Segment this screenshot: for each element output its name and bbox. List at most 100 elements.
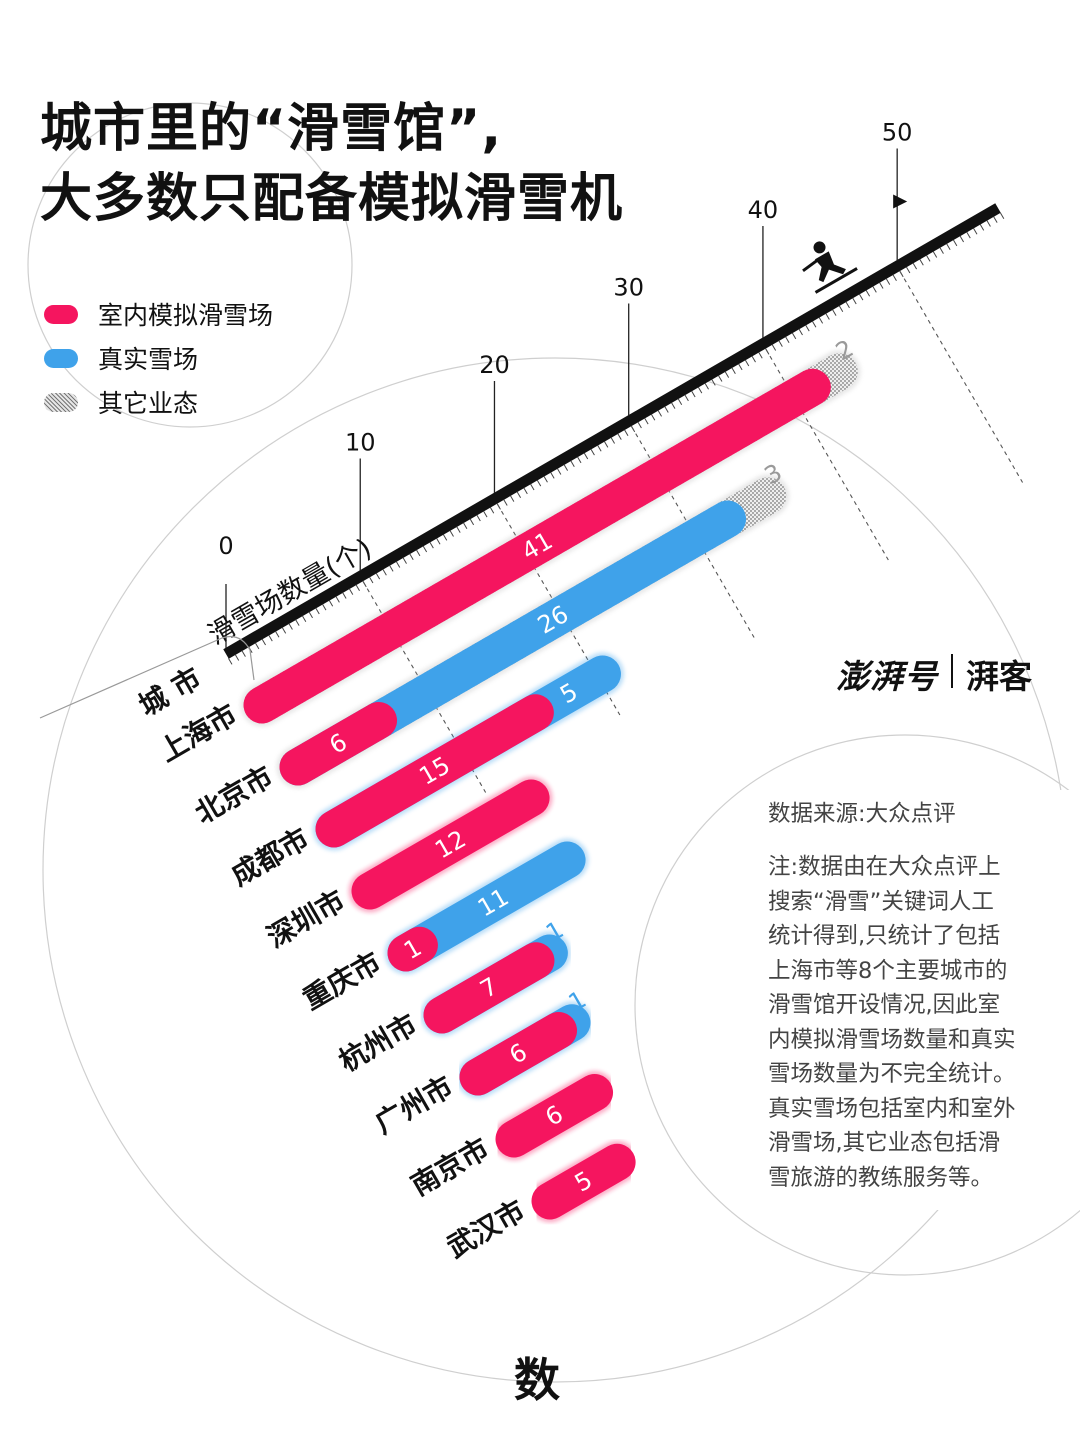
category-label: 武汉市: [441, 1194, 530, 1265]
axis-minor-tick: [744, 359, 750, 367]
brand-logo: 澎湃号: [836, 657, 938, 696]
category-label: 重庆市: [297, 946, 386, 1017]
axis-minor-tick: [556, 468, 562, 475]
axis-gridline: [899, 271, 1024, 483]
axis-minor-tick: [382, 568, 387, 576]
legend-item-real: 真实雪场: [44, 340, 198, 376]
axis-minor-tick: [536, 479, 542, 487]
axis-minor-tick: [778, 340, 783, 347]
bg-circle-notes: [634, 734, 1080, 1276]
axis-minor-tick: [758, 351, 763, 359]
axis-minor-tick: [436, 537, 441, 545]
bar-row-5: [384, 838, 589, 975]
axis-minor-tick: [704, 382, 709, 390]
value-axis-line: [223, 203, 1001, 659]
category-label: 深圳市: [261, 884, 350, 955]
axis-minor-tick: [328, 599, 334, 607]
axis-minor-tick: [261, 638, 266, 646]
axis-minor-tick: [516, 491, 522, 499]
axis-minor-tick: [691, 390, 696, 398]
axis-minor-tick: [476, 514, 481, 522]
axis-minor-tick: [926, 255, 931, 262]
category-axis-title: 城 市: [133, 661, 206, 722]
axis-minor-tick: [301, 615, 307, 623]
axis-minor-tick: [322, 603, 327, 611]
axis-minor-tick: [509, 495, 515, 502]
legend-label-real: 真实雪场: [98, 345, 199, 374]
axis-minor-tick: [228, 658, 233, 665]
axis-minor-tick: [845, 301, 850, 309]
axis-minor-tick: [590, 448, 595, 456]
axis-minor-tick: [711, 379, 716, 386]
bar-segment-室内模拟滑雪场: [387, 926, 438, 972]
axis-minor-tick: [503, 499, 508, 506]
axis-minor-tick: [355, 584, 360, 592]
note-line: 搜索“滑雪”关键词人工: [768, 888, 994, 915]
category-header-box: [39, 635, 255, 719]
note-line: 滑雪场,其它业态包括滑: [768, 1130, 1001, 1156]
bar-segment-室内模拟滑雪场: [459, 1012, 578, 1096]
axis-minor-tick: [885, 278, 891, 285]
axis-minor-tick: [483, 510, 488, 518]
axis-minor-tick: [892, 274, 897, 282]
axis-minor-tick: [959, 235, 965, 243]
axis-minor-tick: [409, 553, 414, 561]
note-line: 上海市等8个主要城市的: [768, 957, 1008, 984]
category-label: 广州市: [369, 1070, 458, 1141]
axis-minor-tick: [912, 262, 918, 270]
bar-segment-室内模拟滑雪场: [243, 368, 831, 724]
axis-minor-tick: [308, 611, 313, 619]
note-line: 内模拟滑雪场数量和真实: [768, 1026, 1016, 1053]
note-line: 注:数据由在大众点评上: [768, 854, 1001, 880]
axis-minor-tick: [469, 518, 475, 526]
data-source: 数据来源:大众点评: [768, 801, 956, 827]
legend-swatch-real: [44, 348, 78, 368]
bar-segment-室内模拟滑雪场: [351, 779, 550, 910]
axis-minor-tick: [939, 247, 944, 254]
legend-label-indoor: 室内模拟滑雪场: [98, 301, 274, 330]
bar-segment-室内模拟滑雪场: [279, 702, 398, 786]
category-label: 成都市: [225, 822, 314, 893]
footer-logo: 数: [514, 1353, 560, 1407]
bar-row-4: [348, 776, 553, 913]
axis-minor-tick: [530, 483, 535, 491]
axis-minor-tick: [946, 243, 951, 251]
axis-minor-tick: [550, 472, 555, 479]
axis-minor-tick: [811, 320, 817, 328]
axis-minor-tick: [993, 216, 998, 223]
axis-minor-tick: [570, 460, 575, 468]
axis-minor-tick: [697, 386, 703, 394]
axis-minor-tick: [966, 231, 971, 239]
axis-minor-tick: [462, 522, 468, 530]
category-label: 北京市: [189, 760, 278, 831]
notes-text: 注:数据由在大众点评上 搜索“滑雪”关键词人工 统计得到,只统计了包括 上海市等…: [768, 850, 1043, 1195]
axis-minor-tick: [583, 452, 589, 460]
bar-row-8: [492, 1071, 617, 1161]
axis-minor-tick: [724, 371, 730, 378]
axis-minor-tick: [268, 634, 273, 642]
bar-row-2: [276, 474, 790, 789]
axis-minor-tick: [952, 239, 958, 247]
axis-minor-tick: [932, 251, 938, 258]
bar-row-7: [456, 1001, 594, 1099]
axis-minor-tick: [664, 406, 669, 413]
axis-minor-tick: [858, 293, 864, 301]
axis-minor-tick: [677, 398, 683, 406]
axis-minor-tick: [275, 630, 280, 638]
axis-minor-tick: [838, 305, 844, 313]
axis-minor-tick: [563, 464, 569, 471]
axis-tick-label: 40: [748, 196, 779, 224]
axis-minor-tick: [999, 212, 1005, 220]
bar-segment-室内模拟滑雪场: [495, 1074, 614, 1158]
skier-icon: [802, 241, 858, 294]
legend-item-other: 其它业态: [44, 384, 198, 420]
axis-minor-tick: [919, 258, 924, 266]
axis-minor-tick: [523, 487, 528, 495]
axis-minor-tick: [637, 421, 642, 429]
axis-minor-tick: [254, 642, 260, 650]
note-line: 雪旅游的教练服务等。: [768, 1164, 994, 1191]
axis-minor-tick: [369, 576, 374, 584]
note-line: 真实雪场包括室内和室外: [768, 1095, 1016, 1122]
axis-tick-label: 20: [479, 351, 510, 379]
